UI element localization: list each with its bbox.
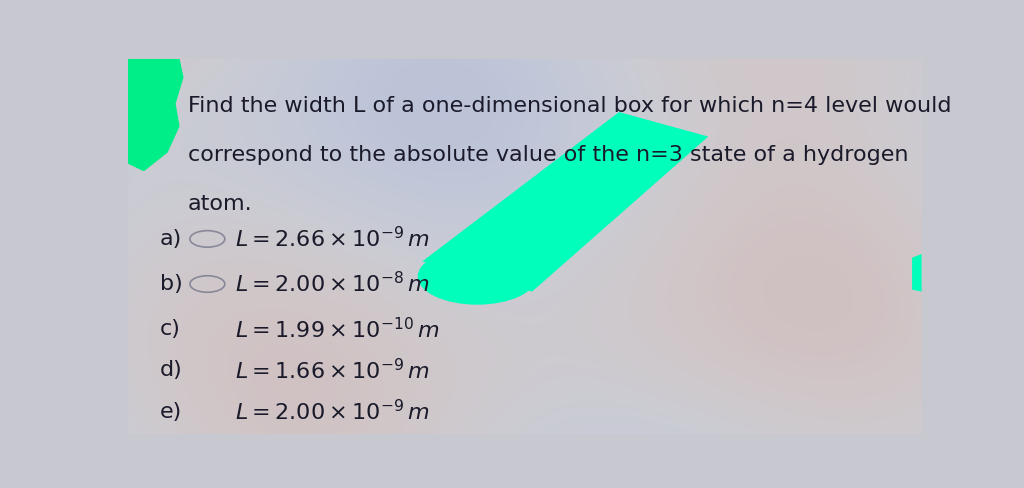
Text: $L = 2.00 \times 10^{-8}\,m$: $L = 2.00 \times 10^{-8}\,m$ — [236, 271, 429, 297]
Text: $L = 1.66 \times 10^{-9}\,m$: $L = 1.66 \times 10^{-9}\,m$ — [236, 358, 429, 383]
Text: $L = 2.00 \times 10^{-9}\,m$: $L = 2.00 \times 10^{-9}\,m$ — [236, 399, 429, 425]
Text: e): e) — [160, 402, 182, 422]
Text: $L = 2.66 \times 10^{-9}\,m$: $L = 2.66 \times 10^{-9}\,m$ — [236, 226, 429, 251]
Polygon shape — [455, 280, 475, 290]
Circle shape — [418, 248, 537, 305]
Polygon shape — [128, 59, 183, 171]
Polygon shape — [624, 122, 682, 141]
Text: $L = 1.99 \times 10^{-10}\,m$: $L = 1.99 \times 10^{-10}\,m$ — [236, 317, 439, 342]
Text: d): d) — [160, 361, 182, 381]
Text: atom.: atom. — [187, 194, 252, 214]
Polygon shape — [485, 245, 496, 253]
Text: correspond to the absolute value of the n=3 state of a hydrogen: correspond to the absolute value of the … — [187, 145, 908, 165]
Text: a): a) — [160, 229, 182, 249]
Text: b): b) — [160, 274, 182, 294]
Polygon shape — [912, 254, 922, 291]
Polygon shape — [422, 112, 709, 292]
Text: c): c) — [160, 319, 180, 339]
Text: Find the width L of a one-dimensional box for which n=4 level would: Find the width L of a one-dimensional bo… — [187, 96, 951, 116]
